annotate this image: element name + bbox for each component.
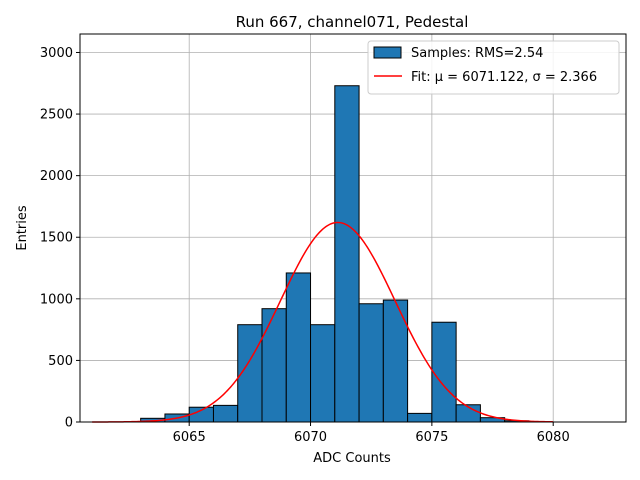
y-tick-label: 2000 (40, 169, 73, 184)
y-tick-label: 0 (65, 416, 73, 431)
y-tick-label: 500 (48, 354, 73, 369)
x-tick-label: 6070 (294, 430, 327, 445)
x-tick-label: 6075 (415, 430, 448, 445)
x-axis-label: ADC Counts (313, 451, 391, 466)
histogram-bar (261, 308, 287, 423)
chart-title: Run 667, channel071, Pedestal (236, 13, 469, 31)
y-tick-label: 1500 (40, 231, 73, 246)
histogram-bar (285, 272, 312, 423)
fit-curve (92, 221, 554, 423)
histogram-bar (407, 412, 433, 423)
y-axis-label: Entries (15, 205, 30, 251)
histogram-bar (431, 321, 457, 423)
y-tick-label: 1000 (40, 292, 73, 307)
legend-label-samples: Samples: RMS=2.54 (411, 46, 543, 61)
y-tick-label: 2500 (40, 108, 73, 123)
histogram-bar (358, 303, 384, 423)
x-tick-label: 6065 (173, 430, 206, 445)
legend-swatch-samples (373, 46, 402, 59)
histogram-bar (382, 299, 409, 423)
y-tick-label: 3000 (40, 46, 73, 61)
x-tick-label: 6080 (537, 430, 570, 445)
x-axis-ticks: 6065 6070 6075 6080 (173, 422, 570, 445)
plot-frame (79, 33, 627, 423)
legend-box (367, 40, 620, 95)
legend-label-fit: Fit: μ = 6071.122, σ = 2.366 (411, 70, 597, 85)
y-axis-ticks: 0 500 1000 1500 2000 2500 3000 (40, 46, 80, 431)
histogram-bar (334, 85, 360, 423)
histogram-bar (310, 324, 336, 423)
legend: Samples: RMS=2.54 Fit: μ = 6071.122, σ =… (367, 40, 620, 95)
histogram-bars (140, 85, 530, 423)
histogram-bar (212, 404, 239, 423)
